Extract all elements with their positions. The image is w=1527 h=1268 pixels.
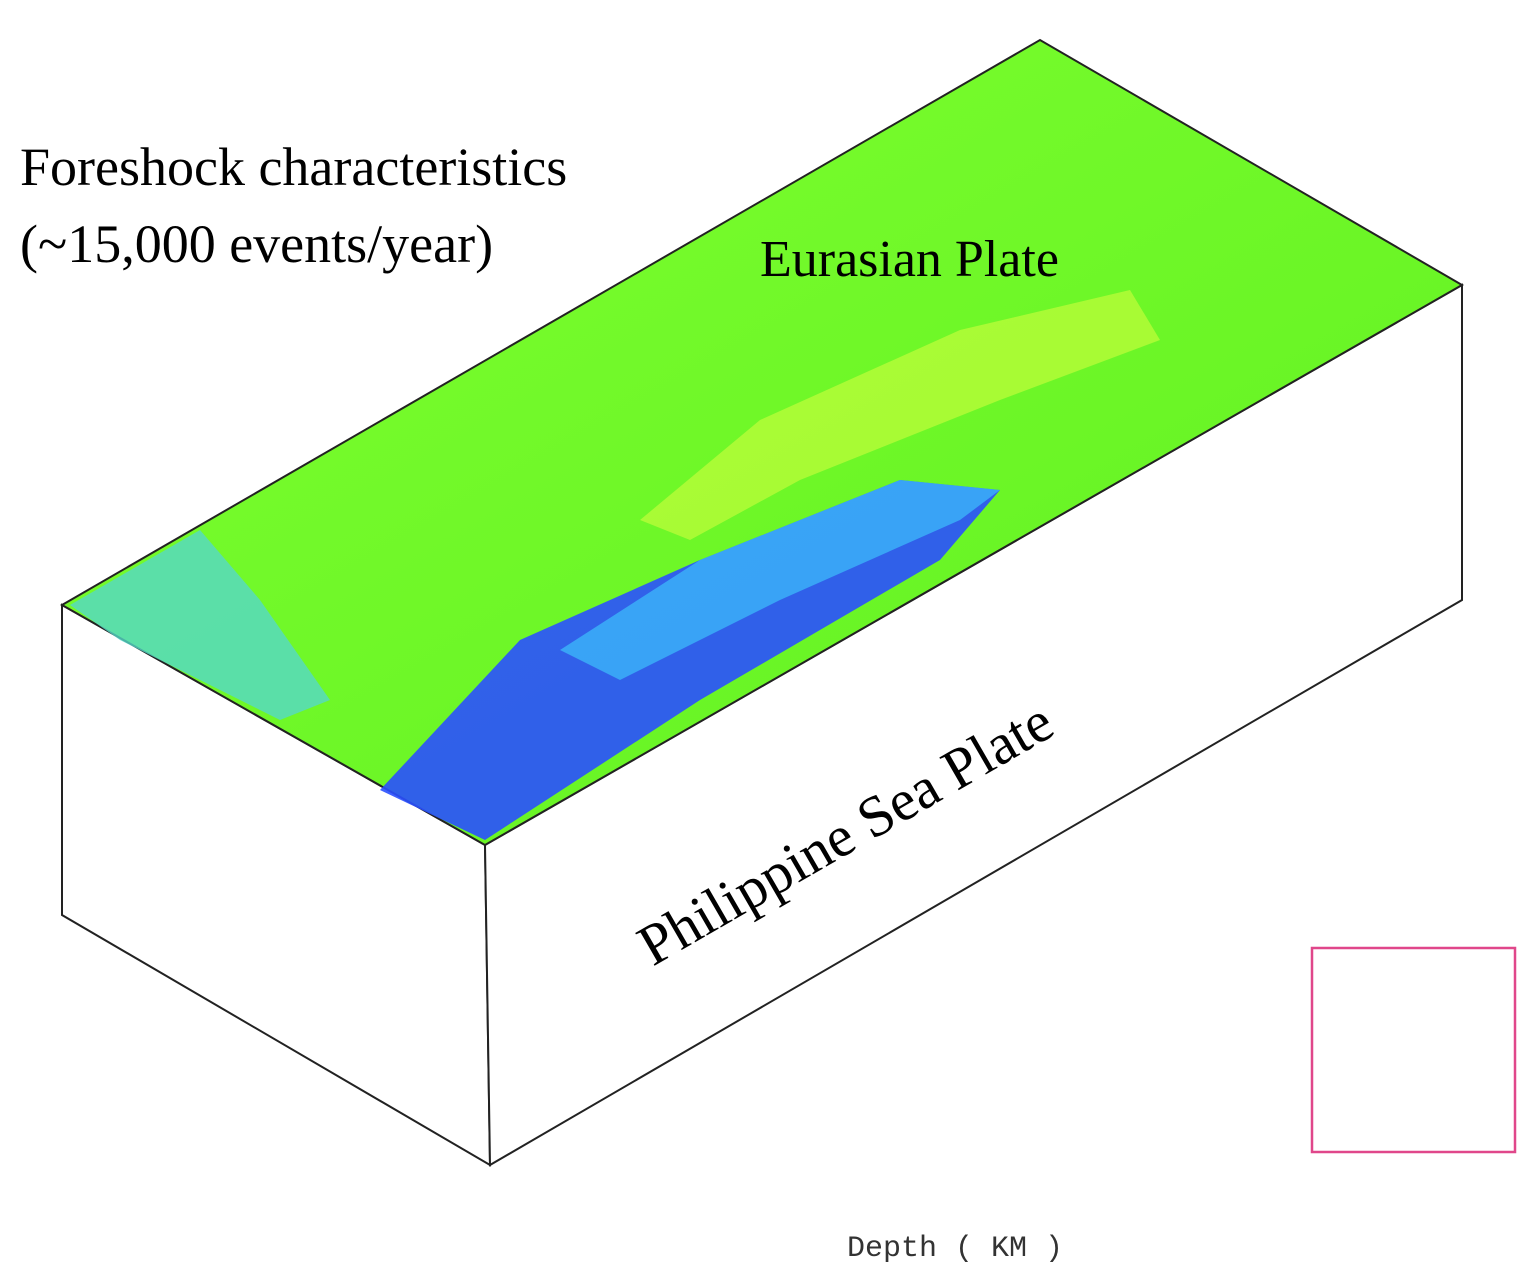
- plate-label: Eurasian Plate: [760, 231, 1059, 288]
- legend-box: [1312, 948, 1515, 1152]
- title-line: (~15,000 events/year): [20, 214, 493, 274]
- title-line: Foreshock characteristics: [20, 137, 567, 197]
- seismicity-block-diagram: Foreshock characteristics (~15,000 event…: [0, 0, 1527, 1268]
- colorbar-label: Depth ( KM ): [847, 1232, 1063, 1266]
- block-faces: [62, 40, 1462, 1165]
